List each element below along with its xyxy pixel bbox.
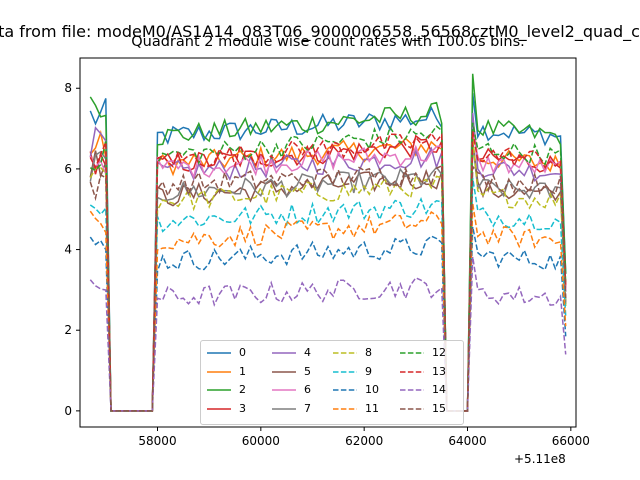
suptitle-container: Data from file: modeM0/AS1A14_083T06_900… <box>0 22 640 48</box>
legend-swatch <box>333 407 357 410</box>
legend-swatch <box>207 352 231 354</box>
series-line-2 <box>89 73 567 412</box>
y-tick-label: 0 <box>64 404 72 418</box>
legend-label: 15 <box>432 401 446 415</box>
x-offset-label: +5.11e8 <box>514 452 566 466</box>
legend-label: 3 <box>239 401 246 415</box>
axes: 58000 60000 62000 64000 66000 0 2 4 6 8 <box>64 81 590 448</box>
legend-label: 4 <box>304 346 311 359</box>
series-line-6 <box>89 129 567 412</box>
y-tick-label: 2 <box>64 323 72 337</box>
legend-swatch <box>333 370 357 373</box>
y-tick-label: 8 <box>64 81 72 95</box>
series-line-0 <box>89 93 567 412</box>
series-line-11 <box>89 203 567 412</box>
legend-swatch <box>272 352 296 354</box>
legend-swatch <box>400 352 424 354</box>
legend: 0 1 2 3 4 5 6 7 8 9 10 11 12 13 14 15 <box>200 340 464 425</box>
legend-swatch <box>400 407 424 410</box>
legend-label: 7 <box>304 401 311 415</box>
legend-swatch <box>333 352 357 354</box>
x-tick-label: 66000 <box>552 434 590 448</box>
series-line-8 <box>89 137 567 412</box>
legend-swatch <box>272 370 296 373</box>
legend-label: 8 <box>365 346 372 359</box>
series-line-13 <box>89 131 567 412</box>
series-line-7 <box>89 142 567 412</box>
x-tick-label: 58000 <box>138 434 176 448</box>
legend-label: 6 <box>304 383 311 396</box>
legend-label: 0 <box>239 346 246 359</box>
series-line-9 <box>89 177 567 412</box>
series-lines <box>89 73 567 412</box>
legend-label: 14 <box>432 383 446 396</box>
legend-label: 1 <box>239 364 246 378</box>
legend-label: 11 <box>365 401 379 415</box>
legend-swatch <box>207 407 231 410</box>
suptitle: Data from file: modeM0/AS1A14_083T06_900… <box>0 22 640 41</box>
legend-swatch <box>400 370 424 373</box>
y-tick-label: 6 <box>64 162 72 176</box>
legend-swatch <box>207 370 231 373</box>
legend-label: 5 <box>304 364 311 378</box>
series-line-12 <box>89 122 567 412</box>
plot-frame <box>79 57 577 428</box>
legend-label: 13 <box>432 364 446 378</box>
legend-label: 10 <box>365 383 379 396</box>
legend-label: 12 <box>432 346 446 359</box>
legend-label: 9 <box>365 364 372 378</box>
x-tick-label: 60000 <box>242 434 280 448</box>
x-tick-label: 64000 <box>448 434 486 448</box>
y-tick-label: 4 <box>64 243 72 257</box>
series-line-14 <box>89 256 567 412</box>
series-line-15 <box>89 164 567 412</box>
legend-swatch <box>400 389 424 391</box>
legend-swatch <box>207 389 231 391</box>
legend-label: 2 <box>239 383 246 396</box>
series-line-10 <box>89 226 567 412</box>
chart-title: Quadrant 2 module wise count rates with … <box>131 34 525 50</box>
x-tick-label: 62000 <box>345 434 383 448</box>
series-line-4 <box>89 112 567 412</box>
legend-swatch <box>333 389 357 391</box>
legend-swatch <box>272 407 296 410</box>
legend-swatch <box>272 389 296 391</box>
